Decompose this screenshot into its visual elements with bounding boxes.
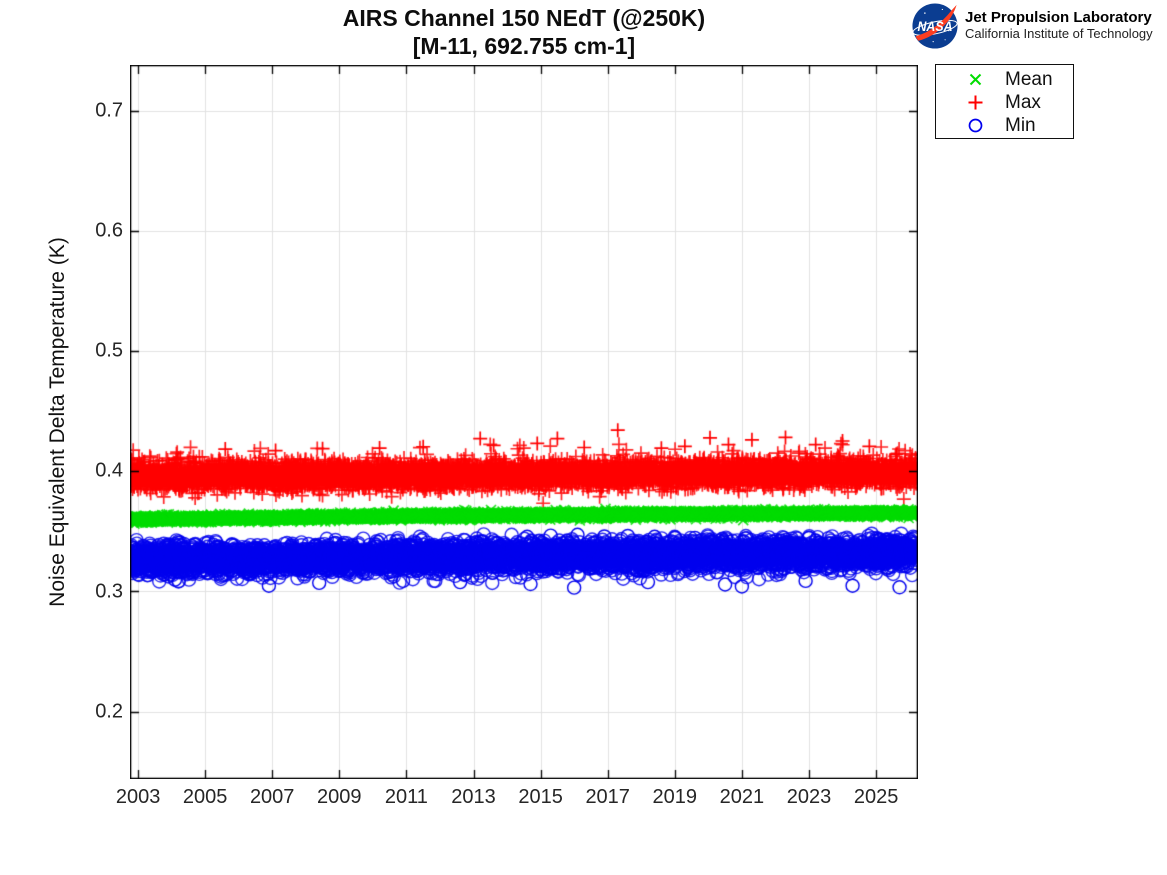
x-tick-label: 2003 (115, 786, 161, 808)
min-circle-marker-icon (968, 118, 983, 133)
nasa-logo-text: NASA (918, 19, 953, 34)
x-tick-label: 2009 (317, 786, 362, 808)
chart-title-block: AIRS Channel 150 NEdT (@250K) [M-11, 692… (130, 4, 918, 60)
y-tick-label: 0.6 (95, 219, 123, 242)
y-tick-label: 0.5 (95, 339, 123, 362)
x-tick-label: 2013 (451, 786, 496, 808)
mean-x-marker-icon (969, 73, 982, 86)
chart-title: AIRS Channel 150 NEdT (@250K) (342, 5, 706, 31)
y-tick-labels: 0.2 0.3 0.4 0.5 0.6 0.7 (0, 65, 123, 779)
x-tick-label: 2011 (384, 786, 428, 808)
x-tick-label: 2007 (249, 786, 295, 808)
y-tick-label: 0.2 (95, 700, 123, 723)
x-tick-label: 2021 (719, 786, 765, 808)
x-tick-label: 2017 (585, 786, 630, 808)
x-tick-label: 2025 (853, 786, 899, 808)
legend-item-label: Min (1005, 114, 1036, 136)
x-tick-label: 2005 (182, 786, 228, 808)
plot-canvas (130, 65, 918, 779)
legend: Mean Max Min (935, 64, 1074, 139)
y-tick-label: 0.3 (95, 580, 123, 602)
max-plus-marker-icon (968, 95, 983, 110)
x-tick-labels: 2003 2005 2007 2009 2011 2013 2015 2017 2019 2021… (116, 786, 918, 814)
nasa-jpl-logo: NASA Jet Propulsion Laboratory Californi… (912, 3, 1153, 49)
x-tick-label: 2019 (652, 786, 698, 808)
y-tick-label: 0.4 (95, 459, 123, 482)
chart-subtitle: [M-11, 692.755 cm-1] (412, 33, 636, 59)
legend-item-max: Max (936, 91, 1073, 114)
legend-item-label: Max (1005, 91, 1041, 113)
legend-item-mean: Mean (936, 68, 1073, 91)
legend-item-min: Min (936, 114, 1073, 137)
caltech-name: California Institute of Technology (965, 26, 1153, 41)
plot-area (130, 65, 918, 779)
x-tick-label: 2023 (786, 786, 832, 808)
legend-item-label: Mean (1005, 68, 1053, 90)
jpl-name: Jet Propulsion Laboratory (965, 9, 1152, 26)
y-tick-label: 0.7 (95, 99, 123, 122)
x-tick-label: 2015 (518, 786, 563, 808)
nasa-meatball-icon: NASA (912, 3, 958, 49)
